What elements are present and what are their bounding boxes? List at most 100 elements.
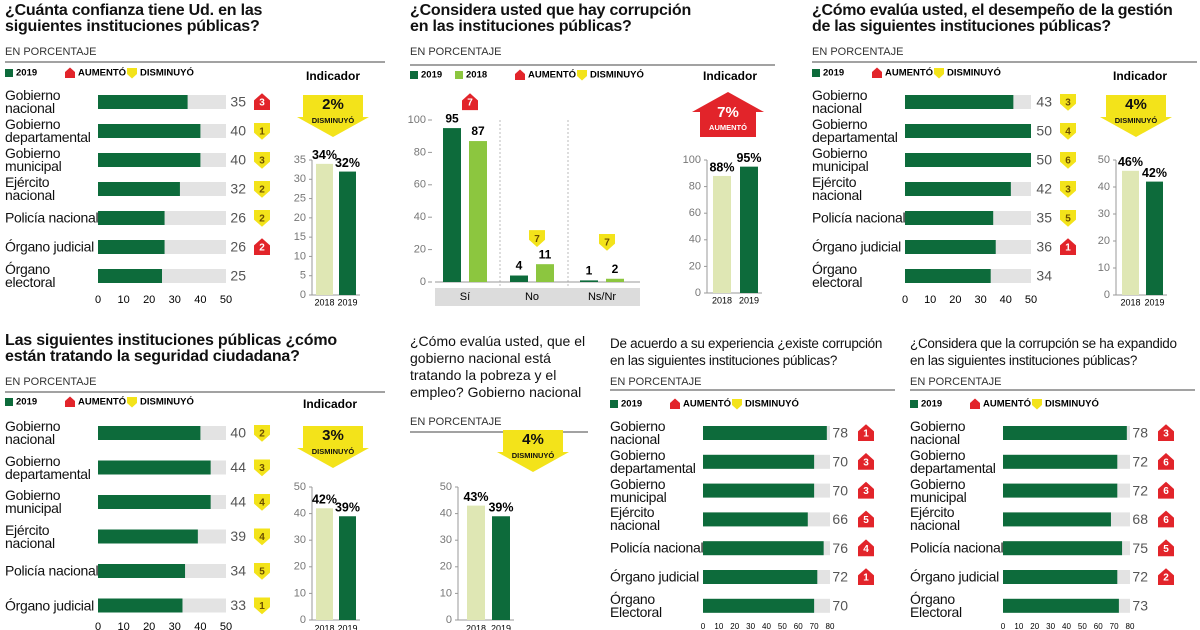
category-label: Gobierno nacional (610, 418, 666, 447)
down-icon (254, 425, 270, 442)
y-tick-label: 10 (294, 587, 306, 599)
bar (580, 280, 598, 282)
y-tick-label: 100 (408, 114, 426, 126)
y-tick-label: 60 (689, 207, 701, 219)
y-tick-label: 0 (446, 614, 452, 626)
up-icon (254, 238, 270, 255)
y-tick-label: 25 (294, 192, 306, 204)
change-badge: 1 (1065, 243, 1071, 254)
change-badge: 1 (863, 429, 869, 440)
y-tick-label: 5 (300, 270, 306, 282)
change-badge: 1 (863, 573, 869, 584)
legend-swatch (910, 400, 918, 408)
legend-swatch (610, 400, 618, 408)
change-badge: 6 (1065, 156, 1071, 167)
subtitle: EN PORCENTAJE (610, 376, 702, 388)
category-label: Ejército nacional (610, 504, 660, 534)
bar (703, 570, 818, 584)
indicator-value-label: 42% (312, 493, 337, 507)
category-label: Órgano judicial (5, 238, 94, 255)
legend-swatch (5, 398, 13, 406)
bar (536, 264, 554, 282)
indicator-bar (339, 516, 356, 620)
down-icon (254, 123, 270, 140)
up-icon (65, 396, 75, 407)
indicator-header: Indicador (306, 69, 360, 83)
y-tick-label: 10 (440, 587, 452, 599)
legend-swatch (812, 69, 820, 77)
bar (1003, 426, 1127, 440)
indicator-value-label: 43% (463, 490, 488, 504)
category-label: Ejército nacional (812, 174, 862, 203)
indicator-arrow (1106, 95, 1166, 118)
bar (905, 182, 1011, 196)
bar (510, 275, 528, 282)
category-label: Gobierno municipal (910, 475, 967, 505)
y-tick-label: 50 (440, 481, 452, 493)
x-tick-label: 30 (746, 622, 755, 630)
indicator-bar (316, 508, 333, 620)
bar (905, 95, 1014, 109)
legend-label: 2019 (16, 397, 37, 408)
change-badge: 2 (1163, 573, 1169, 584)
indicator-bar (339, 171, 356, 295)
down-icon (732, 399, 742, 410)
x-tick-label: 10 (117, 294, 129, 306)
up-icon (1158, 539, 1174, 557)
x-tick-label: 0 (95, 621, 101, 630)
indicator-arrow (503, 430, 563, 453)
value-label: 72 (1132, 454, 1148, 470)
category-label: Órgano electoral (812, 261, 863, 290)
up-icon (858, 539, 874, 557)
up-icon (1158, 510, 1174, 528)
y-tick-label: 50 (1098, 154, 1110, 166)
category-label: Policía nacional (5, 209, 99, 226)
panel-title: ¿Cómo evalúa usted, el desempeño de la g… (812, 2, 1173, 35)
category-label: Órgano judicial (5, 597, 94, 613)
legend-label: 2018 (466, 70, 487, 81)
value-label: 72 (1132, 569, 1148, 585)
y-tick-label: 20 (294, 212, 306, 224)
bar (1003, 512, 1111, 527)
x-tick-label: 10 (117, 621, 129, 630)
y-tick-label: 50 (294, 481, 306, 493)
bar (905, 240, 996, 254)
x-tick-label: 50 (220, 621, 232, 630)
category-label: Gobierno departamental (610, 446, 696, 476)
category-label: Ejército nacional (5, 521, 55, 551)
up-icon (65, 67, 75, 78)
change-badge: 7 (534, 234, 540, 245)
x-tick-label: Ns/Nr (588, 291, 616, 303)
change-badge: 4 (259, 532, 265, 543)
x-tick-label: 50 (778, 622, 787, 630)
down-icon (254, 494, 270, 511)
y-tick-label: 15 (294, 231, 306, 243)
x-tick-label: 20 (143, 621, 155, 630)
x-tick-label: No (525, 291, 539, 303)
value-label: 32 (230, 181, 246, 197)
down-icon (1060, 94, 1076, 111)
indicator-bar (492, 516, 510, 620)
up-icon (858, 510, 874, 528)
category-label: Gobierno departamental (910, 446, 996, 476)
x-tick-label: 10 (1014, 622, 1023, 630)
indicator-arrow (700, 111, 756, 137)
up-icon (970, 398, 980, 409)
y-tick-label: 40 (294, 508, 306, 520)
down-icon (934, 68, 944, 79)
value-label: 44 (230, 494, 246, 510)
panel-title: ¿Cómo evalúa usted, que el gobierno naci… (410, 333, 586, 400)
y-tick-label: 30 (440, 534, 452, 546)
value-label: 42 (1036, 181, 1052, 197)
bar (1003, 570, 1118, 584)
y-tick-label: 80 (689, 181, 701, 193)
change-badge: 3 (863, 457, 869, 468)
change-badge: 1 (259, 601, 265, 612)
subtitle: EN PORCENTAJE (910, 376, 1002, 388)
bar (703, 598, 815, 613)
bar (98, 460, 211, 475)
bar (98, 211, 165, 225)
category-label: Gobierno municipal (5, 145, 62, 174)
x-tick-label: 50 (1025, 294, 1037, 306)
